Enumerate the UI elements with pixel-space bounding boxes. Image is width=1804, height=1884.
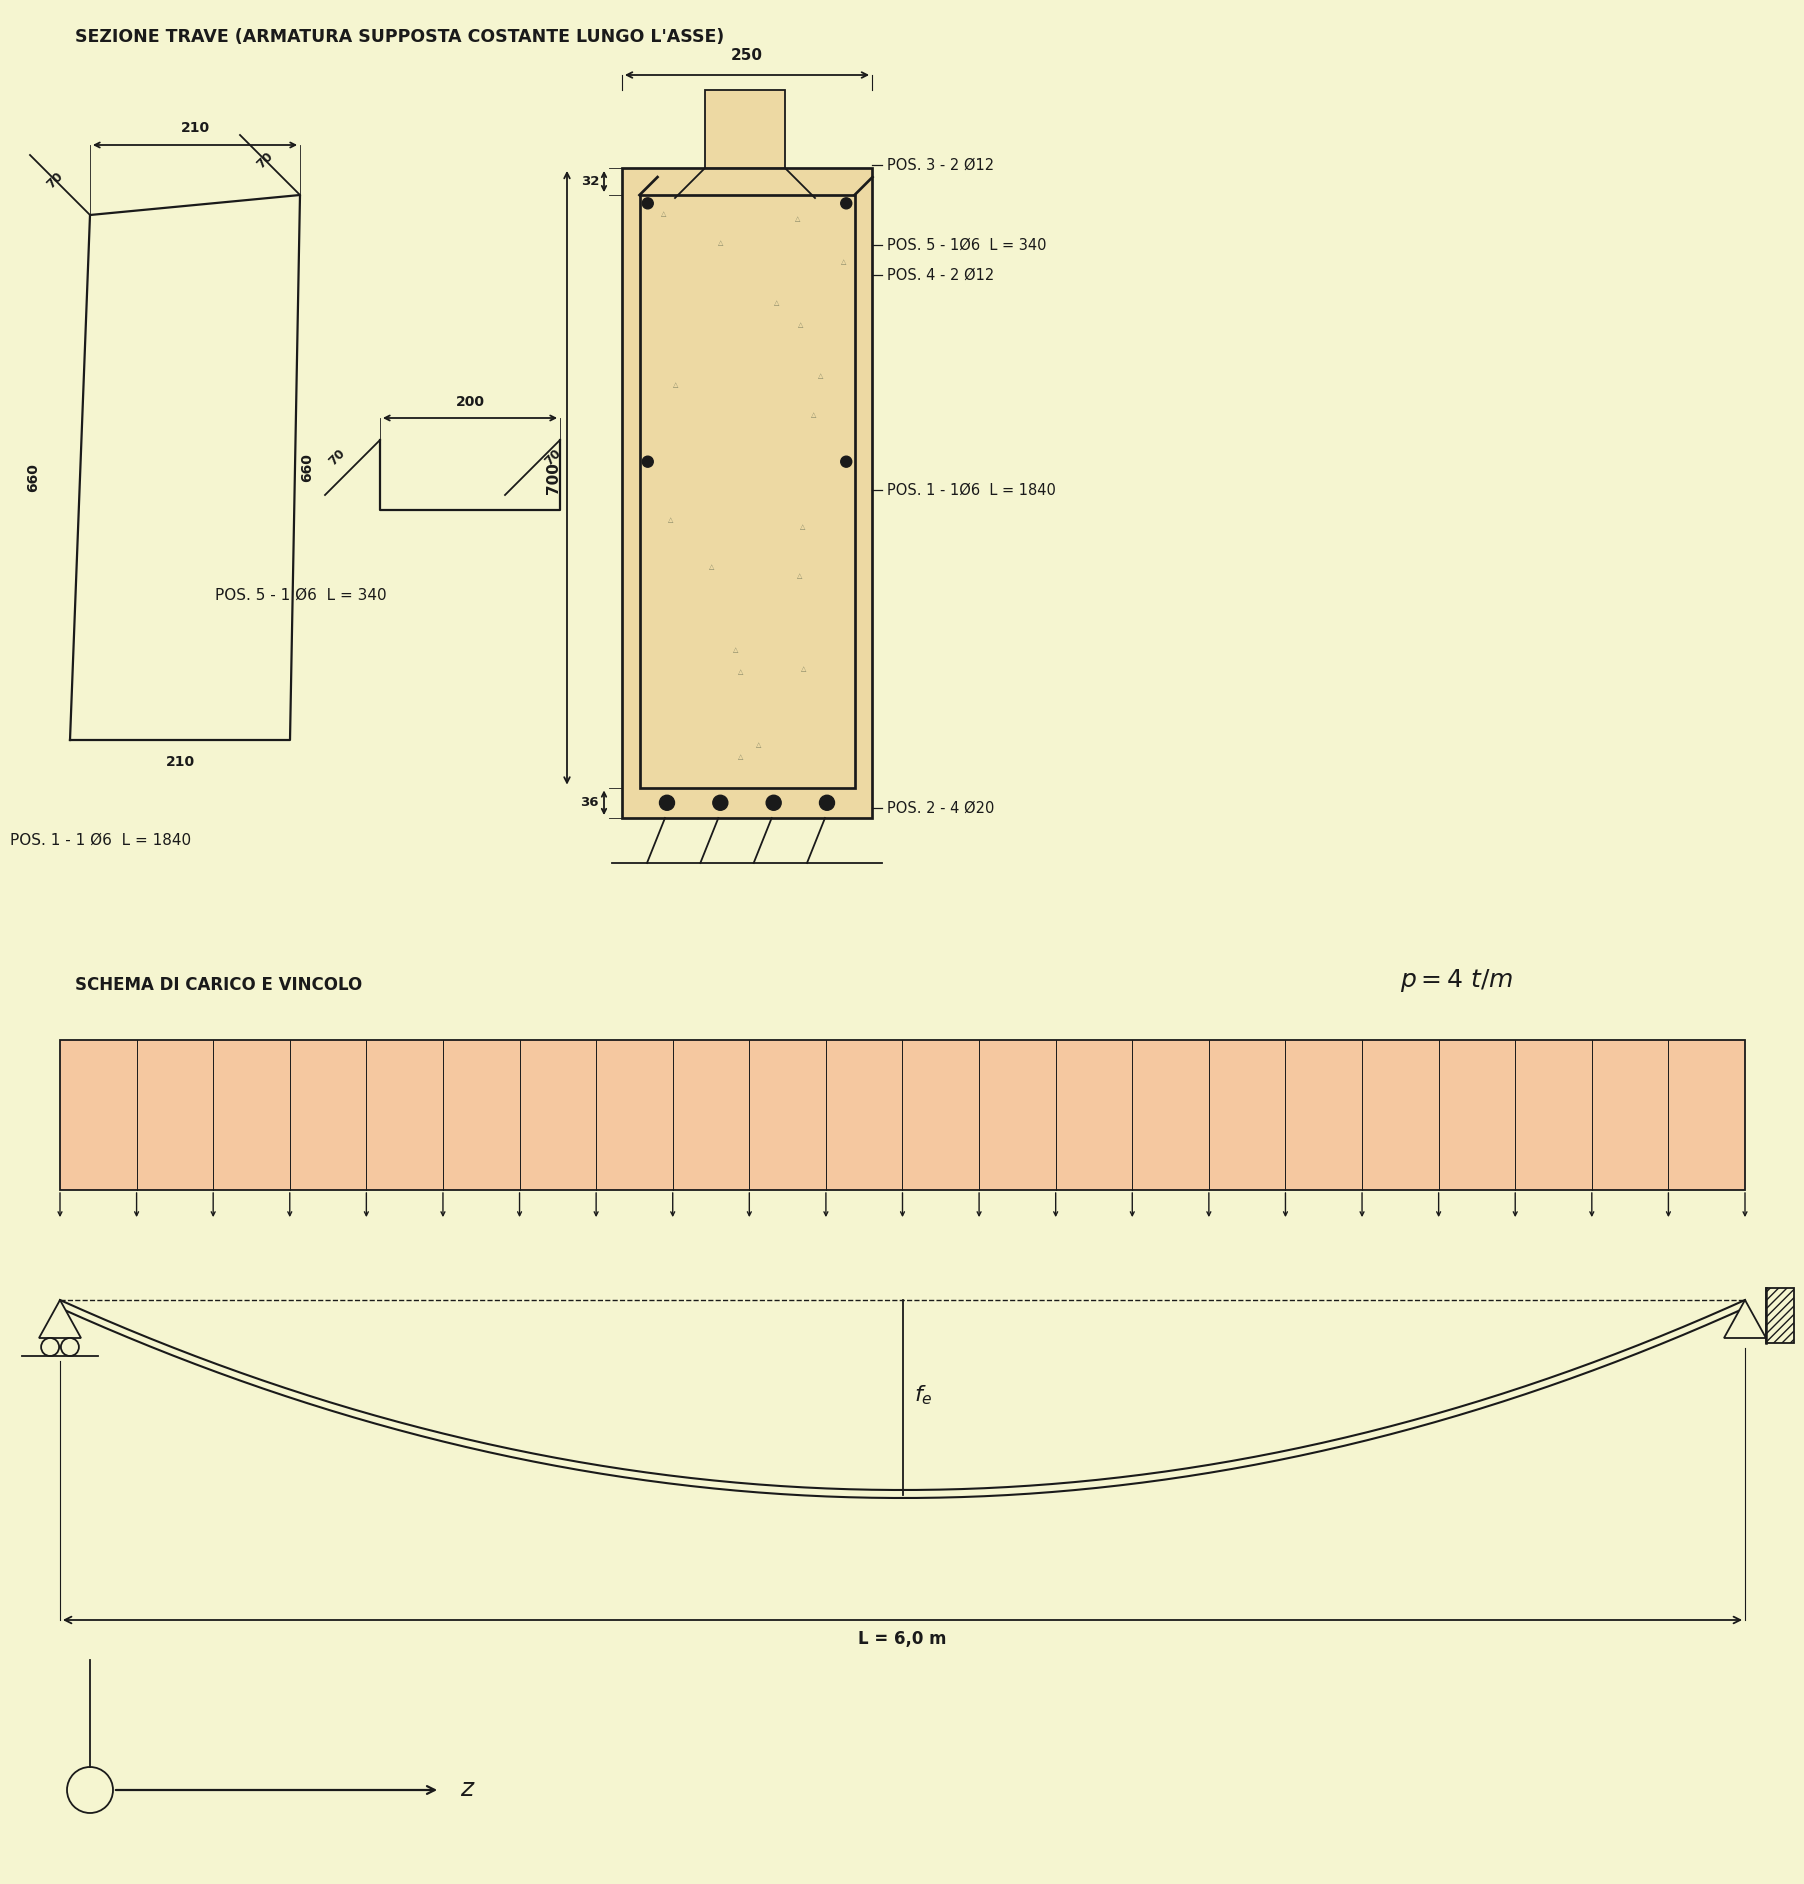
- Text: △: △: [812, 411, 817, 418]
- Circle shape: [660, 795, 675, 810]
- Text: △: △: [660, 211, 666, 217]
- Circle shape: [767, 795, 781, 810]
- Text: POS. 4 - 2 Ø12: POS. 4 - 2 Ø12: [888, 268, 994, 283]
- Text: 660: 660: [25, 463, 40, 492]
- Text: $f_e$: $f_e$: [915, 1383, 933, 1407]
- Text: 660: 660: [299, 452, 314, 482]
- Bar: [705, 90, 785, 168]
- Text: △: △: [732, 648, 738, 654]
- Bar: [1766, 1289, 1793, 1343]
- Text: 200: 200: [455, 396, 485, 409]
- Text: △: △: [718, 239, 723, 245]
- Text: POS. 5 - 1 Ø6  L = 340: POS. 5 - 1 Ø6 L = 340: [215, 588, 386, 603]
- Circle shape: [41, 1338, 60, 1356]
- Text: 210: 210: [180, 121, 209, 136]
- Text: POS. 5 - 1Ø6  L = 340: POS. 5 - 1Ø6 L = 340: [888, 237, 1046, 252]
- Text: △: △: [756, 742, 761, 748]
- Text: △: △: [738, 669, 743, 674]
- Text: 210: 210: [166, 755, 195, 769]
- Text: △: △: [801, 667, 806, 673]
- Text: 250: 250: [731, 47, 763, 62]
- Circle shape: [61, 1338, 79, 1356]
- Polygon shape: [1725, 1300, 1766, 1338]
- Bar: [639, 196, 855, 788]
- Text: △: △: [797, 322, 803, 328]
- Text: $p = 4\ t/m$: $p = 4\ t/m$: [1400, 966, 1514, 993]
- Text: 700: 700: [547, 462, 561, 494]
- Bar: [622, 168, 871, 818]
- Text: △: △: [738, 754, 743, 759]
- Text: L = 6,0 m: L = 6,0 m: [859, 1630, 947, 1648]
- Circle shape: [713, 795, 727, 810]
- Text: $z$: $z$: [460, 1778, 476, 1801]
- Text: △: △: [709, 563, 714, 569]
- Text: 70: 70: [45, 170, 65, 190]
- Circle shape: [841, 198, 851, 209]
- Text: 32: 32: [581, 175, 599, 188]
- Bar: [60, 1040, 1744, 1191]
- Text: SEZIONE TRAVE (ARMATURA SUPPOSTA COSTANTE LUNGO L'ASSE): SEZIONE TRAVE (ARMATURA SUPPOSTA COSTANT…: [76, 28, 723, 45]
- Text: POS. 3 - 2 Ø12: POS. 3 - 2 Ø12: [888, 158, 994, 173]
- Text: POS. 1 - 1 Ø6  L = 1840: POS. 1 - 1 Ø6 L = 1840: [11, 833, 191, 848]
- Circle shape: [642, 456, 653, 467]
- Text: △: △: [841, 260, 846, 266]
- Text: △: △: [797, 573, 803, 578]
- Polygon shape: [40, 1300, 81, 1338]
- Circle shape: [67, 1767, 114, 1812]
- Text: POS. 1 - 1Ø6  L = 1840: POS. 1 - 1Ø6 L = 1840: [888, 482, 1055, 497]
- Text: 36: 36: [581, 797, 599, 810]
- Text: 70: 70: [543, 447, 565, 469]
- Text: SCHEMA DI CARICO E VINCOLO: SCHEMA DI CARICO E VINCOLO: [76, 976, 363, 995]
- Text: △: △: [673, 382, 678, 388]
- Circle shape: [819, 795, 835, 810]
- Text: △: △: [817, 373, 823, 379]
- Text: 70: 70: [327, 447, 348, 469]
- Text: 70: 70: [254, 149, 276, 171]
- Circle shape: [642, 198, 653, 209]
- Text: △: △: [794, 217, 799, 222]
- Text: △: △: [774, 300, 779, 307]
- Circle shape: [841, 456, 851, 467]
- Text: △: △: [801, 524, 806, 529]
- Text: POS. 2 - 4 Ø20: POS. 2 - 4 Ø20: [888, 801, 994, 816]
- Text: △: △: [667, 518, 673, 524]
